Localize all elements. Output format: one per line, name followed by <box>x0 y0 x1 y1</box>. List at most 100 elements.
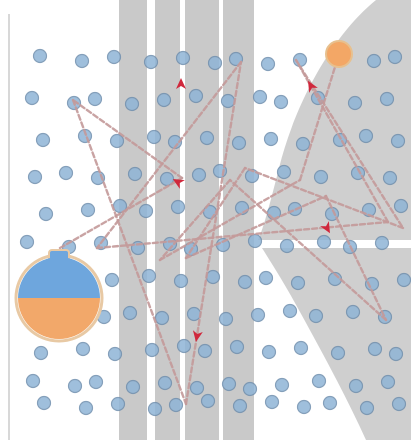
particle <box>186 306 202 322</box>
particle <box>27 169 43 185</box>
particle <box>229 339 245 355</box>
band-3 <box>185 0 219 440</box>
particle <box>191 167 207 183</box>
particle <box>388 346 404 362</box>
particle <box>374 235 390 251</box>
particle <box>107 346 123 362</box>
particle <box>366 53 382 69</box>
particle <box>138 203 154 219</box>
particle <box>170 199 186 215</box>
particle <box>143 54 159 70</box>
particle <box>218 311 234 327</box>
round-flask-icon <box>14 249 104 343</box>
particle <box>156 92 172 108</box>
particle <box>382 170 398 186</box>
particle <box>110 396 126 412</box>
particle <box>188 88 204 104</box>
particle <box>252 89 268 105</box>
red-arrowhead-icon <box>308 80 318 93</box>
particle <box>33 345 49 361</box>
particle <box>189 380 205 396</box>
band-2 <box>155 0 180 440</box>
particle <box>264 394 280 410</box>
particle <box>176 338 192 354</box>
particle <box>207 55 223 71</box>
particle <box>263 131 279 147</box>
band-4 <box>223 0 254 440</box>
right-halo-lower <box>262 248 411 440</box>
particle <box>88 374 104 390</box>
path-segment <box>324 194 388 322</box>
particle <box>295 136 311 152</box>
particle <box>330 345 346 361</box>
path-segment <box>158 178 302 262</box>
particle <box>221 376 237 392</box>
particle <box>205 269 221 285</box>
vertical-bands <box>119 0 254 440</box>
direction-arrows <box>172 78 330 342</box>
particle <box>109 133 125 149</box>
red-arrowhead-icon <box>172 179 185 189</box>
particle <box>260 56 276 72</box>
particle <box>75 341 91 357</box>
particle <box>380 374 396 390</box>
particle <box>146 129 162 145</box>
particle <box>175 50 191 66</box>
red-arrowhead-icon <box>320 221 330 234</box>
particle <box>19 234 35 250</box>
particle <box>358 128 374 144</box>
particle <box>290 275 306 291</box>
particle <box>247 233 263 249</box>
particle <box>390 133 406 149</box>
particle <box>396 272 411 288</box>
particle <box>250 307 266 323</box>
band-1 <box>119 0 147 440</box>
particle <box>276 164 292 180</box>
flask-top-liquid <box>18 257 100 298</box>
flask-bottom-liquid <box>18 298 100 339</box>
path-segment <box>184 166 247 260</box>
particle <box>308 308 324 324</box>
particle <box>199 130 215 146</box>
particle <box>147 401 163 417</box>
particle <box>74 53 90 69</box>
particle <box>313 169 329 185</box>
particle <box>261 344 277 360</box>
particle <box>322 395 338 411</box>
particle <box>24 90 40 106</box>
goal-ball <box>325 40 353 68</box>
particle <box>125 379 141 395</box>
particle <box>25 373 41 389</box>
path-segment <box>95 60 243 250</box>
particle <box>387 49 403 65</box>
particle <box>274 377 290 393</box>
particle <box>348 378 364 394</box>
particle <box>200 393 216 409</box>
particle <box>78 400 94 416</box>
particle <box>154 310 170 326</box>
particle <box>345 304 361 320</box>
path-segment <box>243 166 405 230</box>
path-segment <box>228 178 388 322</box>
particle <box>377 309 393 325</box>
particle <box>127 166 143 182</box>
particle <box>282 303 298 319</box>
particle <box>87 91 103 107</box>
particle <box>124 96 140 112</box>
particle <box>168 397 184 413</box>
particle <box>316 234 332 250</box>
path-segment <box>294 58 405 230</box>
particle <box>293 340 309 356</box>
path-segment <box>58 176 184 250</box>
path-segment <box>298 52 341 182</box>
path-segment <box>184 60 243 406</box>
orange-ball-icon <box>325 40 353 68</box>
walk-path <box>58 52 405 406</box>
particle <box>367 341 383 357</box>
particle <box>234 200 250 216</box>
particle <box>393 198 409 214</box>
path-segment <box>71 98 188 406</box>
particle <box>231 135 247 151</box>
particle <box>273 94 289 110</box>
